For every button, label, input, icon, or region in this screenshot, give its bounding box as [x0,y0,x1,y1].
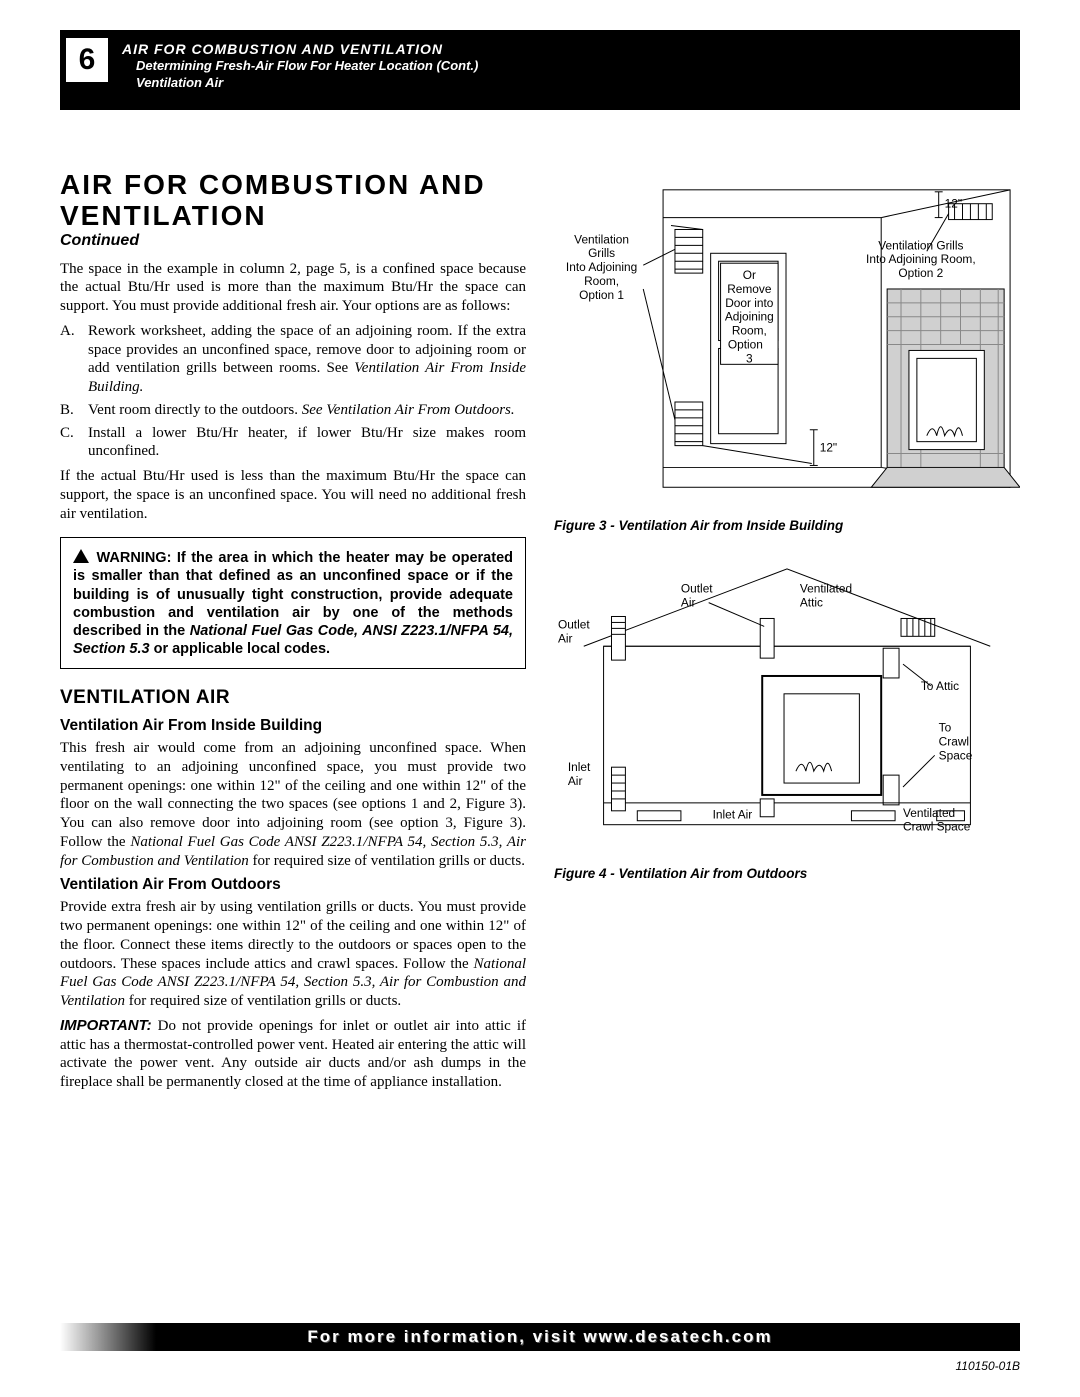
fig4-inletL1: Inlet [568,760,591,774]
important-paragraph: IMPORTANT: Do not provide openings for i… [60,1017,526,1092]
fig4-outletC2: Air [681,596,696,610]
fig4-toAttic: To Attic [921,679,959,693]
header-title: AIR FOR COMBUSTION AND VENTILATION [122,40,478,58]
option-letter: C. [60,424,88,462]
fig3-l1e: Option 1 [579,288,624,302]
fig4-ventAttic1: Ventilated [800,582,852,596]
outdoors-paragraph: Provide extra fresh air by using ventila… [60,898,526,1011]
fig4-toCrawl1: To [939,721,952,735]
outdoors-text-1: Provide extra fresh air by using ventila… [60,899,526,971]
figure-4-caption: Figure 4 - Ventilation Air from Outdoors [554,866,1020,881]
option-letter: B. [60,401,88,420]
outdoors-text-2: for required size of ventilation grills … [125,993,401,1009]
fig3-l3a: Ventilation Grills [878,238,963,252]
option-a: A. Rework worksheet, adding the space of… [60,322,526,397]
fig3-l1b: Grills [588,246,615,260]
fig3-l2d: Adjoining [725,310,774,324]
option-italic: See Ventilation Air From Outdoors. [302,402,515,418]
header-subtitle-1: Determining Fresh-Air Flow For Heater Lo… [136,58,478,75]
option-text: Rework worksheet, adding the space of an… [88,322,526,397]
page-number: 6 [66,38,108,82]
figure-4-diagram: Outlet Air Outlet Air Ventilated Attic T… [554,557,1020,854]
option-b: B. Vent room directly to the outdoors. S… [60,401,526,420]
important-label: IMPORTANT: [60,1017,152,1034]
main-heading: AIR FOR COMBUSTION AND VENTILATION [60,170,526,232]
ventilation-air-heading: VENTILATION AIR [60,687,526,709]
option-c: C. Install a lower Btu/Hr heater, if low… [60,424,526,462]
header-text: AIR FOR COMBUSTION AND VENTILATION Deter… [122,38,478,92]
option-text: Vent room directly to the outdoors. See … [88,401,526,420]
fig4-outletL2: Air [558,631,573,645]
fig4-toCrawl2: Crawl [939,734,969,748]
fig3-l2g: 3 [746,351,753,365]
fig3-l1a: Ventilation [574,232,629,246]
figure-3-caption: Figure 3 - Ventilation Air from Inside B… [554,518,1020,533]
fig4-ventAttic2: Attic [800,596,823,610]
fig3-l3c: Option 2 [898,266,943,280]
figure-3-diagram: 12" 12" Ventilation Grills Into Adjoinin… [554,170,1020,507]
warning-text-post: or applicable local codes. [150,641,331,657]
fig3-l2a: Or [743,268,756,282]
page-footer: For more information, visit www.desatech… [60,1323,1020,1351]
fig3-l2f: Option [728,337,763,351]
document-number: 110150-01B [956,1359,1021,1373]
option-body: Vent room directly to the outdoors. [88,402,302,418]
left-column: AIR FOR COMBUSTION AND VENTILATION Conti… [60,170,526,1098]
fig3-l2b: Remove [727,282,772,296]
option-letter: A. [60,322,88,397]
fig4-toCrawl3: Space [939,748,973,762]
fig4-inletL2: Air [568,774,583,788]
inside-building-paragraph: This fresh air would come from an adjoin… [60,739,526,870]
warning-icon [73,549,89,563]
header-subtitle-2: Ventilation Air [136,75,478,92]
fig3-dim-bottom: 12" [820,441,837,455]
fig3-l2c: Door into [725,296,774,310]
option-text: Install a lower Btu/Hr heater, if lower … [88,424,526,462]
fig4-inletC: Inlet Air [713,808,753,822]
footer-text: For more information, visit www.desatech… [307,1327,772,1347]
warning-box: WARNING: If the area in which the heater… [60,537,526,669]
fig3-dim-top: 12" [945,197,962,211]
fig3-l3b: Into Adjoining Room, [866,252,976,266]
fig4-outletL1: Outlet [558,617,590,631]
after-options-paragraph: If the actual Btu/Hr used is less than t… [60,467,526,523]
continued-label: Continued [60,232,526,250]
fig3-l1c: Into Adjoining [566,260,637,274]
right-column: 12" 12" Ventilation Grills Into Adjoinin… [554,170,1020,1098]
inside-building-heading: Ventilation Air From Inside Building [60,717,526,735]
outdoors-heading: Ventilation Air From Outdoors [60,876,526,894]
fig3-l2e: Room, [732,324,767,338]
fig4-outletC1: Outlet [681,582,713,596]
fig3-l1d: Room, [584,274,619,288]
intro-paragraph: The space in the example in column 2, pa… [60,260,526,316]
page-header: 6 AIR FOR COMBUSTION AND VENTILATION Det… [60,30,1020,110]
options-list: A. Rework worksheet, adding the space of… [60,322,526,461]
inside-text-2: for required size of ventilation grills … [249,853,525,869]
fig4-ventCrawl2: Crawl Space [903,820,971,834]
fig4-ventCrawl1: Ventilated [903,806,955,820]
